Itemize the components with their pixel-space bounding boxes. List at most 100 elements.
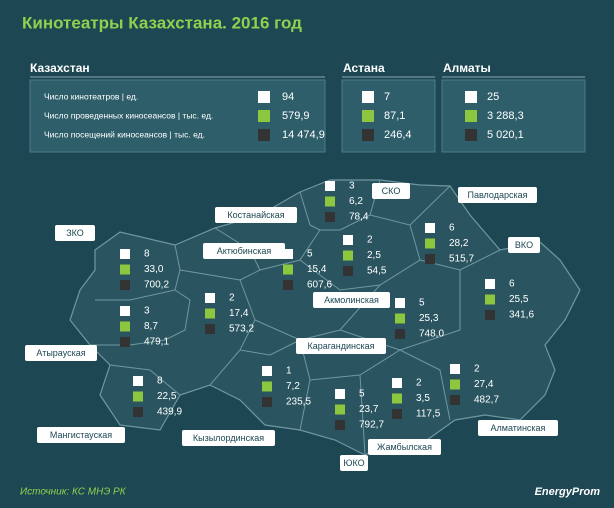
region-value: 482,7 xyxy=(474,395,499,406)
region-value: 22,5 xyxy=(157,391,177,402)
region-value: 341,6 xyxy=(509,310,534,321)
region-value: 3 xyxy=(144,306,150,317)
region-label: ВКО xyxy=(515,240,533,250)
region-label-box xyxy=(296,338,386,354)
section-title: Казахстан xyxy=(30,61,90,75)
region-value: 2,5 xyxy=(367,250,381,261)
legend-square xyxy=(362,91,374,103)
legend-square xyxy=(258,91,270,103)
region-value: 2 xyxy=(229,293,235,304)
region-label: Атырауская xyxy=(36,348,85,358)
region-value: 78,4 xyxy=(349,212,369,223)
row-label: Число кинотеатров | ед. xyxy=(44,91,138,101)
value: 87,1 xyxy=(384,110,405,122)
region-value: 54,5 xyxy=(367,266,387,277)
source: Источник: КС МНЭ РК xyxy=(20,487,127,498)
legend-square xyxy=(133,407,143,417)
legend-square xyxy=(283,264,293,275)
value: 5 020,1 xyxy=(487,129,524,141)
legend-square xyxy=(335,420,345,430)
legend-square xyxy=(325,181,335,191)
legend-square xyxy=(425,223,435,233)
legend-square xyxy=(343,266,353,276)
legend-square xyxy=(262,397,272,407)
region-label-box xyxy=(508,237,540,253)
region-label-box xyxy=(215,207,297,223)
region-label-box xyxy=(182,430,275,446)
legend-square xyxy=(465,91,477,103)
legend-square xyxy=(450,364,460,374)
region-label: Мангистауская xyxy=(50,430,112,440)
region-label-box xyxy=(37,427,125,443)
region-value: 8 xyxy=(144,249,150,260)
logo: EnergyProm xyxy=(535,486,601,498)
region-value: 439,9 xyxy=(157,407,182,418)
legend-square xyxy=(258,110,270,122)
section-title: Астана xyxy=(343,61,385,75)
summary-box xyxy=(341,79,436,153)
legend-square xyxy=(133,391,143,402)
region-value: 17,4 xyxy=(229,308,249,319)
legend-square xyxy=(343,250,353,261)
legend-square xyxy=(120,249,130,259)
legend-square xyxy=(325,212,335,222)
region-value: 792,7 xyxy=(359,420,384,431)
legend-square xyxy=(425,254,435,264)
legend-square xyxy=(395,313,405,324)
legend-square xyxy=(262,381,272,392)
row-label: Число проведенных киносеансов | тыс. ед. xyxy=(44,110,213,120)
region-value: 27,4 xyxy=(474,379,494,390)
value: 25 xyxy=(487,91,499,103)
region-label: СКО xyxy=(382,186,401,196)
region-label-box xyxy=(478,420,558,436)
region-value: 7,2 xyxy=(286,381,300,392)
legend-square xyxy=(395,298,405,308)
region-value: 15,4 xyxy=(307,264,327,275)
region-value: 8 xyxy=(157,376,163,387)
title: Кинотеатры Казахстана. 2016 год xyxy=(22,13,302,32)
legend-square xyxy=(465,110,477,122)
region-value: 23,7 xyxy=(359,404,379,415)
legend-square xyxy=(392,393,402,404)
region-value: 33,0 xyxy=(144,264,164,275)
legend-square xyxy=(262,366,272,376)
region-value: 515,7 xyxy=(449,254,474,265)
region-value: 117,5 xyxy=(416,409,441,420)
region-value: 607,6 xyxy=(307,280,332,291)
legend-square xyxy=(120,264,130,275)
legend-square xyxy=(205,293,215,303)
region-label: Алматинская xyxy=(491,423,546,433)
region-value: 6 xyxy=(509,279,515,290)
region-value: 8,7 xyxy=(144,321,158,332)
value: 246,4 xyxy=(384,129,412,141)
region-value: 25,3 xyxy=(419,313,439,324)
region-label-box xyxy=(25,345,97,361)
region-value: 573,2 xyxy=(229,324,254,335)
row-value: 14 474,9 xyxy=(282,129,325,141)
legend-square xyxy=(425,238,435,249)
region-label: Карагандинская xyxy=(307,341,374,351)
legend-square xyxy=(343,235,353,245)
legend-square xyxy=(120,306,130,316)
legend-square xyxy=(485,279,495,289)
region-label-box xyxy=(313,292,390,308)
legend-square xyxy=(362,129,374,141)
row-label: Число посещений киносеансов | тыс. ед. xyxy=(44,129,205,139)
legend-square xyxy=(325,196,335,207)
region-label-box xyxy=(458,187,537,203)
region-value: 235,5 xyxy=(286,397,311,408)
region-label: Жамбылская xyxy=(377,442,432,452)
legend-square xyxy=(205,324,215,334)
region-label-box xyxy=(372,183,410,199)
legend-square xyxy=(485,294,495,305)
region-value: 748,0 xyxy=(419,329,444,340)
legend-square xyxy=(133,376,143,386)
region-label-box xyxy=(55,225,95,241)
legend-square xyxy=(392,409,402,419)
legend-square xyxy=(485,310,495,320)
summary-box xyxy=(29,79,326,153)
region-label: Акмолинская xyxy=(324,295,379,305)
region-value: 6,2 xyxy=(349,196,363,207)
legend-square xyxy=(450,395,460,405)
